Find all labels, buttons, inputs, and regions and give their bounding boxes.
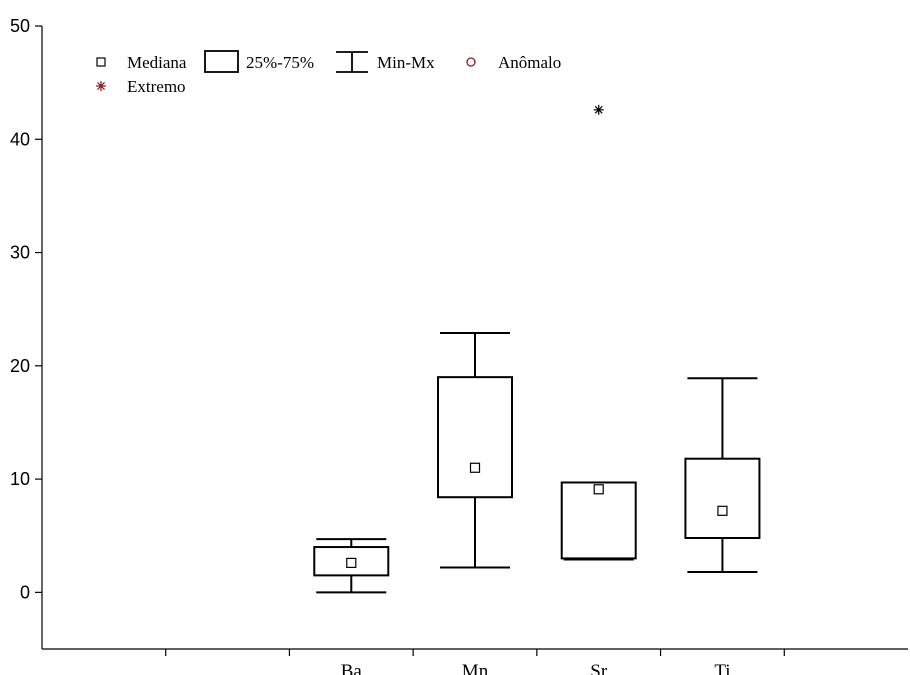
box-ba xyxy=(313,538,390,594)
axes xyxy=(41,26,908,650)
iqr-box xyxy=(560,481,637,560)
x-axis-ticks: Ba Mn Sr Ti xyxy=(165,649,785,675)
median-marker xyxy=(346,557,357,569)
median-marker xyxy=(469,462,481,473)
legend-label-extreme: Extremo xyxy=(127,77,186,96)
boxes xyxy=(313,104,761,594)
legend-label-median: Mediana xyxy=(127,53,187,72)
x-tick-label: Mn xyxy=(462,661,489,675)
median-marker xyxy=(593,484,604,495)
median-square-icon xyxy=(96,57,106,67)
y-tick-label: 20 xyxy=(10,356,30,376)
extreme-point xyxy=(593,104,604,115)
box-icon xyxy=(204,50,239,73)
legend-label-box: 25%-75% xyxy=(246,53,314,72)
outlier-circle-icon xyxy=(466,57,476,67)
y-axis-ticks: 0 10 20 30 40 50 xyxy=(10,16,42,602)
x-tick-label: Ba xyxy=(341,661,363,675)
iqr-box xyxy=(313,546,390,577)
median-marker xyxy=(717,505,728,516)
box-mn xyxy=(437,331,513,569)
y-tick-label: 40 xyxy=(10,129,30,149)
y-tick-label: 0 xyxy=(20,582,30,602)
box-ti xyxy=(684,377,761,573)
y-tick-label: 50 xyxy=(10,16,30,36)
extreme-star-icon xyxy=(96,81,106,91)
box-sr xyxy=(560,104,637,561)
legend: Mediana 25%-75% Min-Mx Anômalo Extremo xyxy=(96,50,561,96)
y-tick-label: 10 xyxy=(10,469,30,489)
iqr-box xyxy=(437,376,513,499)
legend-label-outlier: Anômalo xyxy=(498,53,561,72)
x-tick-label: Sr xyxy=(590,661,608,675)
legend-label-whisker: Min-Mx xyxy=(377,53,435,72)
y-tick-label: 30 xyxy=(10,243,30,263)
iqr-box xyxy=(684,457,761,539)
x-tick-label: Ti xyxy=(714,661,730,675)
